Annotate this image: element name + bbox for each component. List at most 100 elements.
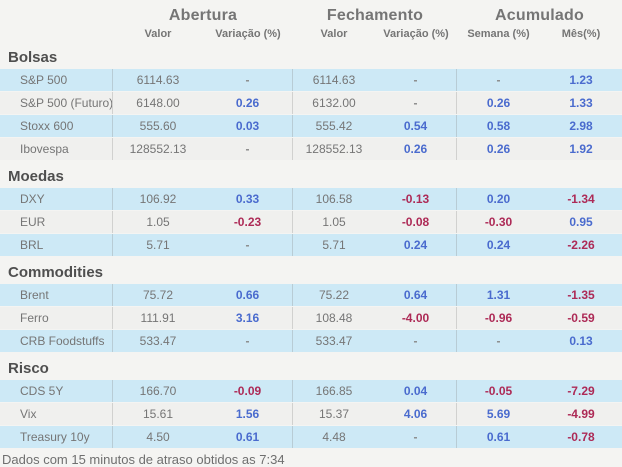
open-change-cell: 0.26	[203, 92, 293, 114]
table-row: Stoxx 600 555.60 0.03 555.42 0.54 0.58 2.98	[0, 115, 622, 137]
month-change-cell: -0.59	[567, 311, 595, 325]
row-label: CDS 5Y	[0, 380, 113, 402]
section-title: Bolsas	[8, 49, 58, 66]
week-change-cell: -0.30	[484, 215, 513, 229]
close-change-cell: -0.08	[375, 211, 457, 233]
table-row: Treasury 10y 4.50 0.61 4.48 - 0.61 -0.78	[0, 426, 622, 448]
open-value-cell: 106.92	[139, 192, 177, 206]
close-value-cell: 4.48	[322, 430, 346, 444]
column-header-abertura-valor: Valor	[144, 28, 172, 40]
open-value-cell: 15.61	[142, 407, 174, 421]
column-header-mes: Mês(%)	[561, 28, 601, 40]
row-label: DXY	[0, 188, 113, 210]
row-label: Brent	[0, 284, 113, 306]
data-delay-note: Dados com 15 minutos de atraso obtidos a…	[2, 452, 285, 467]
week-change-cell: 0.26	[486, 142, 511, 156]
week-change-cell: -	[496, 73, 501, 87]
week-change-cell: 1.31	[486, 288, 511, 302]
open-value-cell: 166.70	[139, 384, 177, 398]
open-value-cell: 1.05	[146, 215, 170, 229]
header-corner-spacer	[0, 6, 113, 26]
close-value-cell: 128552.13	[305, 142, 363, 156]
week-change-cell: 0.61	[486, 430, 511, 444]
close-value-cell: 75.22	[318, 288, 350, 302]
month-change-cell: -1.34	[567, 192, 595, 206]
section-title: Moedas	[8, 168, 64, 185]
close-change-cell: -4.00	[375, 307, 457, 329]
close-change-cell: 4.06	[375, 403, 457, 425]
open-change-cell: 0.03	[203, 115, 293, 137]
close-change-cell: -	[375, 330, 457, 352]
week-change-cell: 5.69	[486, 407, 511, 421]
month-change-cell: 0.95	[569, 215, 593, 229]
close-value-cell: 555.42	[315, 119, 353, 133]
close-value-cell: 533.47	[315, 334, 353, 348]
open-change-cell: 3.16	[203, 307, 293, 329]
table-body: Bolsas S&P 500 6114.63-6114.63- -1.23 S&P 50…	[0, 42, 622, 448]
close-value-cell: 5.71	[322, 238, 346, 252]
row-label: BRL	[0, 234, 113, 256]
column-header-abertura-variacao: Variação (%)	[215, 28, 281, 40]
open-change-cell: -	[203, 330, 293, 352]
open-change-cell: 1.56	[203, 403, 293, 425]
row-label: EUR	[0, 211, 113, 233]
table-row: Vix 15.61 1.56 15.37 4.06 5.69 -4.99	[0, 403, 622, 425]
column-header-fechamento-valor: Valor	[320, 28, 348, 40]
open-value-cell: 75.72	[142, 288, 174, 302]
open-change-cell: -0.23	[203, 211, 293, 233]
subheader-corner-spacer	[0, 26, 113, 42]
week-change-cell: 0.20	[486, 192, 511, 206]
row-label: Ibovespa	[0, 138, 113, 160]
table-row: CRB Foodstuffs 533.47 - 533.47 - - 0.13	[0, 330, 622, 352]
close-change-cell: 0.26	[375, 138, 457, 160]
open-change-cell: 0.33	[203, 188, 293, 210]
column-group-acumulado: Acumulado	[495, 7, 584, 24]
month-change-cell: -7.29	[567, 384, 595, 398]
table-row: Ibovespa 128552.13-128552.13 0.26 0.26 1.92	[0, 138, 622, 160]
column-group-fechamento: Fechamento	[326, 7, 424, 24]
close-value-cell: 166.85	[315, 384, 353, 398]
month-change-cell: -0.78	[567, 430, 595, 444]
column-header-fechamento-variacao: Variação (%)	[383, 28, 449, 40]
close-value-cell: 15.37	[318, 407, 350, 421]
close-value-cell: 1.05	[322, 215, 346, 229]
month-change-cell: 0.13	[569, 334, 593, 348]
column-header-semana: Semana (%)	[467, 28, 530, 40]
week-change-cell: -0.96	[484, 311, 513, 325]
table-row: DXY 106.92 0.33 106.58 -0.13 0.20 -1.34	[0, 188, 622, 210]
open-change-cell: 0.61	[203, 426, 293, 448]
month-change-cell: 1.92	[569, 142, 593, 156]
open-value-cell: 555.60	[139, 119, 177, 133]
month-change-cell: -1.35	[567, 288, 595, 302]
table-row: CDS 5Y 166.70 -0.09 166.85 0.04 -0.05 -7.29	[0, 380, 622, 402]
close-value-cell: 6132.00	[312, 96, 356, 110]
table-row: EUR 1.05 -0.23 1.05 -0.08 -0.30 0.95	[0, 211, 622, 233]
row-label: CRB Foodstuffs	[0, 330, 113, 352]
section-risco: Risco CDS 5Y 166.70 -0.09 166.85 0.04 -0.05 -7.…	[0, 353, 622, 448]
open-change-cell: 0.66	[203, 284, 293, 306]
row-label: Stoxx 600	[0, 115, 113, 137]
month-change-cell: 1.23	[569, 73, 593, 87]
month-change-cell: -4.99	[567, 407, 595, 421]
row-label: Vix	[0, 403, 113, 425]
week-change-cell: 0.26	[486, 96, 511, 110]
week-change-cell: -	[496, 334, 501, 348]
close-value-cell: 108.48	[315, 311, 353, 325]
close-change-cell: 0.24	[375, 234, 457, 256]
open-value-cell: 5.71	[146, 238, 170, 252]
open-change-cell: -	[203, 234, 293, 256]
close-value-cell: 6114.63	[312, 73, 356, 87]
table-row: Ferro 111.91 3.16 108.48 -4.00 -0.96 -0.59	[0, 307, 622, 329]
table-row: Brent 75.72 0.66 75.22 0.64 1.31 -1.35	[0, 284, 622, 306]
open-value-cell: 6148.00	[136, 96, 180, 110]
section-bolsas: Bolsas S&P 500 6114.63-6114.63- -1.23 S&P 50…	[0, 42, 622, 160]
table-row: S&P 500 (Futuro) 6148.00 0.26 6132.00 - 0.26 1…	[0, 92, 622, 114]
month-change-cell: -2.26	[567, 238, 595, 252]
close-change-cell: -0.13	[375, 188, 457, 210]
open-change-cell: -0.09	[203, 380, 293, 402]
table-row: BRL 5.71 - 5.71 0.24 0.24 -2.26	[0, 234, 622, 256]
month-change-cell: 2.98	[569, 119, 593, 133]
column-group-header-row: Abertura Fechamento Acumulado	[0, 0, 622, 26]
table-row: S&P 500 6114.63 - 6114.63 - - 1.23	[0, 69, 622, 91]
open-value-cell: 533.47	[139, 334, 177, 348]
